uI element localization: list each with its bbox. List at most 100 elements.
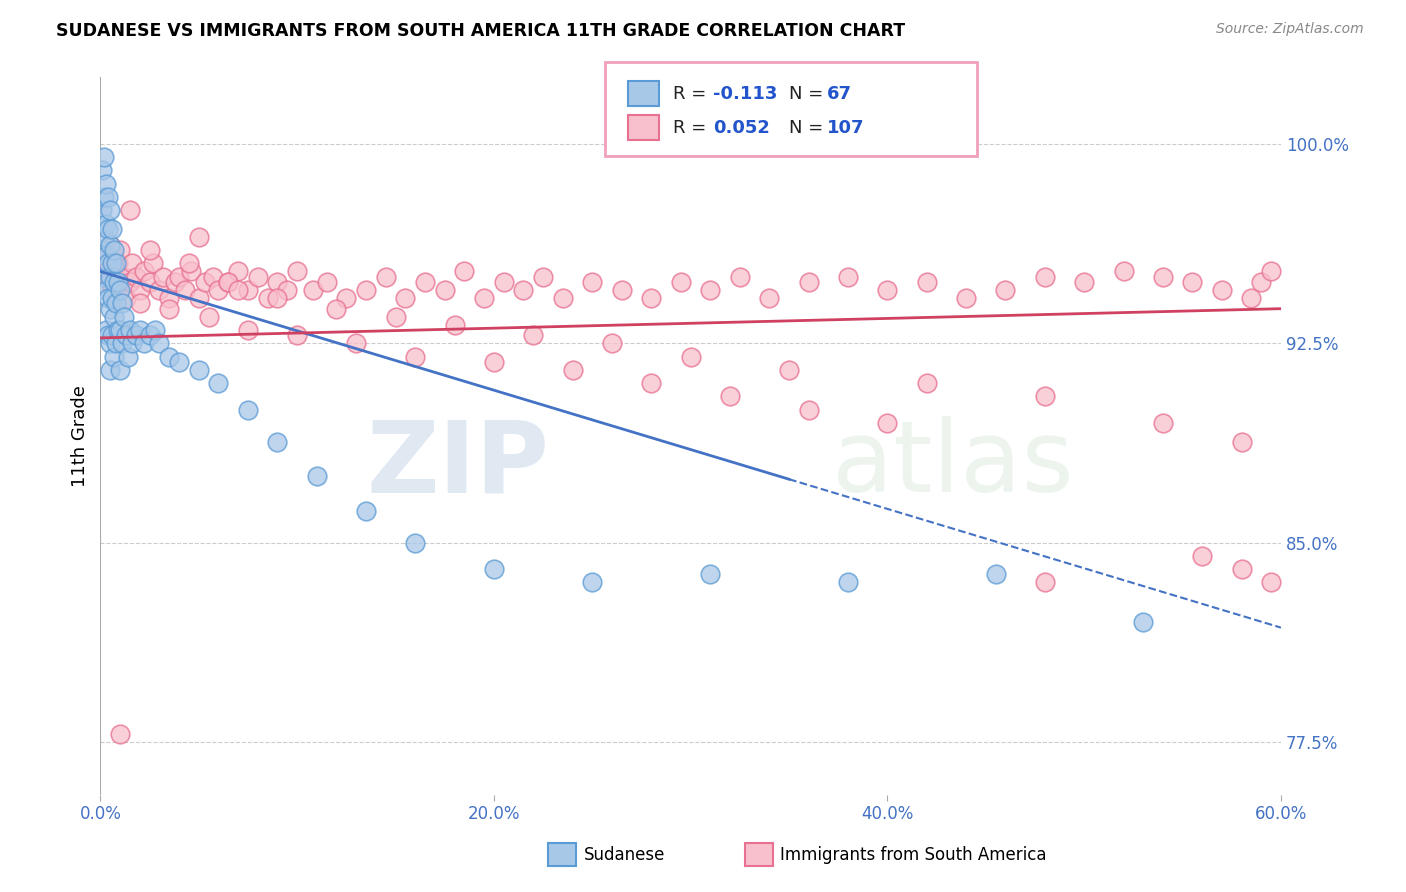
Point bbox=[492, 275, 515, 289]
Point bbox=[111, 336, 134, 351]
Point bbox=[1033, 575, 1056, 590]
Point bbox=[443, 318, 465, 332]
Point bbox=[266, 434, 288, 449]
Point bbox=[876, 283, 898, 297]
Point bbox=[246, 269, 269, 284]
Text: Source: ZipAtlas.com: Source: ZipAtlas.com bbox=[1216, 22, 1364, 37]
Point bbox=[142, 256, 165, 270]
Point bbox=[335, 291, 357, 305]
Point bbox=[103, 310, 125, 324]
Point bbox=[226, 264, 249, 278]
Point bbox=[105, 296, 128, 310]
Point bbox=[115, 291, 138, 305]
Point bbox=[581, 275, 603, 289]
Point bbox=[679, 350, 702, 364]
Point bbox=[157, 301, 180, 316]
Point bbox=[354, 504, 377, 518]
Point bbox=[128, 296, 150, 310]
Point bbox=[91, 243, 114, 257]
Point bbox=[194, 275, 217, 289]
Point bbox=[315, 275, 337, 289]
Point bbox=[384, 310, 406, 324]
Point bbox=[266, 291, 288, 305]
Point bbox=[640, 291, 662, 305]
Point bbox=[125, 269, 148, 284]
Point bbox=[915, 275, 938, 289]
Point bbox=[96, 177, 118, 191]
Point bbox=[955, 291, 977, 305]
Point bbox=[285, 328, 308, 343]
Point bbox=[1112, 264, 1135, 278]
Point bbox=[97, 328, 120, 343]
Point bbox=[797, 275, 820, 289]
Point bbox=[112, 269, 135, 284]
Point bbox=[98, 203, 121, 218]
Point bbox=[1152, 416, 1174, 430]
Point bbox=[581, 575, 603, 590]
Text: 67: 67 bbox=[827, 85, 852, 103]
Y-axis label: 11th Grade: 11th Grade bbox=[72, 385, 89, 487]
Text: SUDANESE VS IMMIGRANTS FROM SOUTH AMERICA 11TH GRADE CORRELATION CHART: SUDANESE VS IMMIGRANTS FROM SOUTH AMERIC… bbox=[56, 22, 905, 40]
Point bbox=[98, 269, 121, 284]
Point bbox=[718, 389, 741, 403]
Point bbox=[108, 283, 131, 297]
Point bbox=[97, 190, 120, 204]
Point bbox=[107, 256, 129, 270]
Point bbox=[91, 243, 114, 257]
Point bbox=[148, 336, 170, 351]
Point bbox=[93, 190, 115, 204]
Point bbox=[600, 336, 623, 351]
Point bbox=[167, 355, 190, 369]
Point bbox=[180, 264, 202, 278]
Point bbox=[217, 275, 239, 289]
Point bbox=[758, 291, 780, 305]
Point bbox=[226, 283, 249, 297]
Point bbox=[138, 275, 160, 289]
Point bbox=[778, 363, 800, 377]
Text: R =: R = bbox=[673, 119, 713, 136]
Point bbox=[354, 283, 377, 297]
Point bbox=[551, 291, 574, 305]
Point bbox=[96, 248, 118, 262]
Point bbox=[98, 238, 121, 252]
Point bbox=[1191, 549, 1213, 563]
Point bbox=[112, 310, 135, 324]
Point bbox=[1152, 269, 1174, 284]
Text: 107: 107 bbox=[827, 119, 865, 136]
Point bbox=[101, 222, 124, 236]
Text: N =: N = bbox=[789, 119, 828, 136]
Point bbox=[207, 376, 229, 390]
Point bbox=[276, 283, 298, 297]
Text: -0.113: -0.113 bbox=[713, 85, 778, 103]
Point bbox=[105, 336, 128, 351]
Point bbox=[201, 269, 224, 284]
Point bbox=[404, 535, 426, 549]
Point bbox=[101, 283, 124, 297]
Point bbox=[97, 256, 120, 270]
Point bbox=[118, 275, 141, 289]
Text: Sudanese: Sudanese bbox=[583, 846, 665, 863]
Point bbox=[285, 264, 308, 278]
Point bbox=[374, 269, 396, 284]
Point bbox=[984, 567, 1007, 582]
Point bbox=[98, 336, 121, 351]
Point bbox=[107, 275, 129, 289]
Point bbox=[157, 350, 180, 364]
Point bbox=[103, 350, 125, 364]
Point bbox=[482, 562, 505, 576]
Point bbox=[93, 256, 115, 270]
Point bbox=[105, 269, 128, 284]
Point bbox=[669, 275, 692, 289]
Point bbox=[128, 323, 150, 337]
Text: atlas: atlas bbox=[832, 417, 1074, 514]
Text: Immigrants from South America: Immigrants from South America bbox=[780, 846, 1047, 863]
Point bbox=[101, 328, 124, 343]
Point bbox=[1073, 275, 1095, 289]
Point bbox=[101, 256, 124, 270]
Point bbox=[1230, 434, 1253, 449]
Point bbox=[98, 301, 121, 316]
Point bbox=[91, 163, 114, 178]
Point bbox=[187, 363, 209, 377]
Point bbox=[107, 323, 129, 337]
Point bbox=[837, 269, 859, 284]
